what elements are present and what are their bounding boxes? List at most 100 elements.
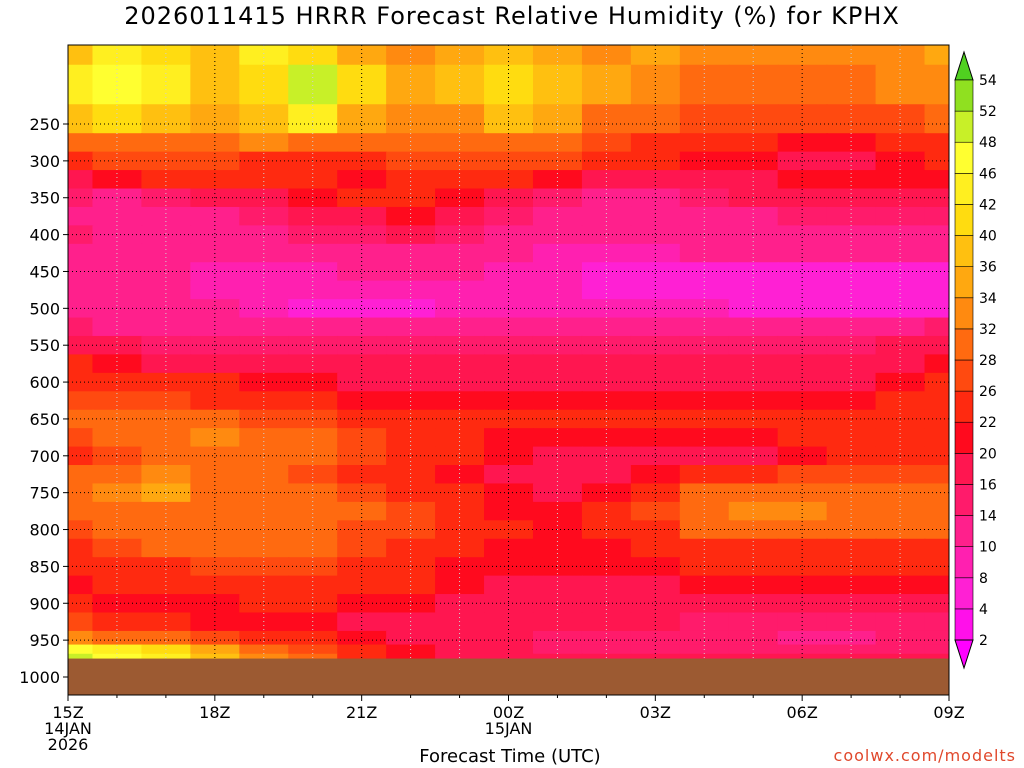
rh-cell bbox=[141, 104, 192, 135]
rh-cell bbox=[484, 299, 534, 319]
rh-cell bbox=[679, 428, 730, 448]
rh-cell bbox=[728, 630, 779, 646]
rh-cell bbox=[777, 133, 828, 153]
rh-cell bbox=[826, 409, 877, 430]
rh-cell bbox=[581, 354, 632, 374]
rh-cell bbox=[875, 188, 926, 208]
colorbar-label: 28 bbox=[979, 353, 997, 369]
rh-cell bbox=[875, 280, 926, 301]
rh-cell bbox=[679, 243, 730, 264]
rh-cell bbox=[777, 538, 828, 559]
rh-cell bbox=[141, 612, 192, 632]
rh-cell bbox=[288, 133, 339, 153]
rh-cell bbox=[924, 391, 949, 411]
rh-cell bbox=[581, 630, 632, 646]
rh-cell bbox=[190, 630, 241, 646]
rh-cell bbox=[875, 538, 926, 559]
rh-cell bbox=[532, 630, 583, 646]
rh-cell bbox=[630, 354, 681, 374]
rh-cell bbox=[581, 557, 632, 577]
rh-cell bbox=[679, 317, 730, 337]
rh-cell bbox=[239, 644, 290, 655]
rh-cell bbox=[92, 45, 143, 66]
rh-cell bbox=[924, 280, 949, 301]
rh-cell bbox=[92, 391, 143, 411]
y-tick-label: 900 bbox=[29, 594, 60, 613]
rh-cell bbox=[68, 653, 94, 660]
x-tick-label: 06Z bbox=[787, 703, 818, 722]
rh-cell bbox=[630, 372, 681, 393]
rh-cell bbox=[337, 262, 388, 282]
rh-cell bbox=[386, 391, 437, 411]
rh-cell bbox=[581, 170, 632, 190]
rh-cell bbox=[728, 372, 779, 393]
y-tick-label: 500 bbox=[29, 299, 60, 318]
rh-cell bbox=[68, 64, 94, 106]
rh-cell bbox=[288, 206, 339, 227]
x-tick-label: 21Z bbox=[346, 703, 377, 722]
rh-cell bbox=[68, 280, 94, 301]
rh-cell bbox=[337, 317, 388, 337]
rh-cell bbox=[581, 483, 632, 503]
rh-cell bbox=[484, 170, 534, 190]
rh-cell bbox=[386, 354, 437, 374]
pressure-axis: 250 300 350 400 450 500 550 600 650 700 750 800 850 9… bbox=[19, 115, 68, 687]
rh-cell bbox=[141, 630, 192, 646]
rh-cell bbox=[92, 630, 143, 646]
rh-cell bbox=[924, 64, 949, 106]
rh-cell bbox=[630, 630, 681, 646]
rh-cell bbox=[288, 225, 339, 245]
rh-cell bbox=[337, 520, 388, 540]
rh-cell bbox=[875, 465, 926, 485]
rh-cell bbox=[581, 391, 632, 411]
rh-cell bbox=[679, 133, 730, 153]
y-tick-label: 1000 bbox=[19, 668, 60, 687]
rh-cell bbox=[141, 644, 192, 655]
rh-cell bbox=[924, 428, 949, 448]
below-ground-mask bbox=[68, 658, 949, 695]
rh-cell bbox=[190, 225, 241, 245]
rh-cell bbox=[630, 45, 681, 66]
rh-cell bbox=[484, 354, 534, 374]
rh-cell bbox=[777, 372, 828, 393]
source-credit: coolwx.com/modelts bbox=[833, 746, 1016, 765]
rh-cell bbox=[386, 317, 437, 337]
rh-cell bbox=[92, 372, 143, 393]
ground-band bbox=[68, 658, 949, 695]
rh-cell bbox=[68, 299, 94, 319]
rh-cell bbox=[239, 280, 290, 301]
rh-cell bbox=[337, 557, 388, 577]
rh-cell bbox=[728, 538, 779, 559]
rh-cell bbox=[68, 575, 94, 596]
rh-cell bbox=[484, 280, 534, 301]
rh-cell bbox=[924, 133, 949, 153]
rh-cell bbox=[826, 299, 877, 319]
rh-cell bbox=[68, 520, 94, 540]
rh-cell bbox=[826, 188, 877, 208]
rh-cell bbox=[581, 538, 632, 559]
rh-cell bbox=[239, 188, 290, 208]
rh-cell bbox=[141, 520, 192, 540]
y-tick-label: 550 bbox=[29, 336, 60, 355]
rh-cell bbox=[190, 45, 241, 66]
rh-cell bbox=[532, 446, 583, 467]
rh-cell bbox=[630, 409, 681, 430]
rh-cell bbox=[484, 391, 534, 411]
rh-cell bbox=[630, 653, 681, 660]
rh-cell bbox=[581, 133, 632, 153]
rh-cell bbox=[288, 538, 339, 559]
rh-cell bbox=[239, 243, 290, 264]
rh-cell bbox=[484, 409, 534, 430]
rh-cell bbox=[728, 501, 779, 522]
rh-cell bbox=[679, 409, 730, 430]
rh-cell bbox=[435, 391, 486, 411]
colorbar-swatch bbox=[954, 515, 974, 547]
rh-cell bbox=[435, 612, 486, 632]
y-tick-label: 950 bbox=[29, 631, 60, 650]
rh-cell bbox=[875, 45, 926, 66]
rh-cell bbox=[239, 299, 290, 319]
rh-cell bbox=[581, 501, 632, 522]
rh-cell bbox=[288, 391, 339, 411]
rh-cell bbox=[288, 409, 339, 430]
